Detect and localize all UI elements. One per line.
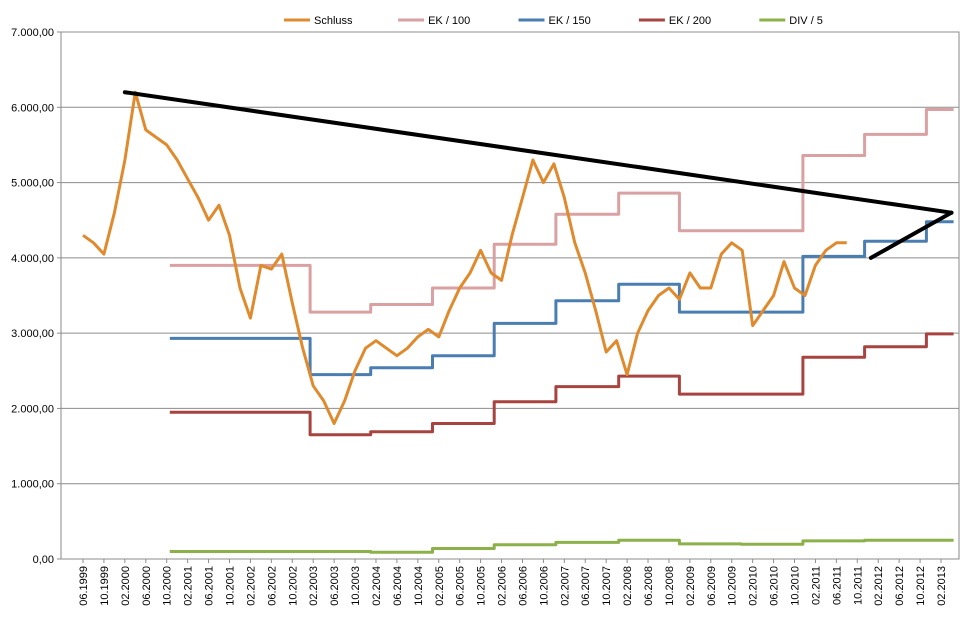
- series-line-ek-200: [169, 332, 954, 437]
- series-line-ek-150: [169, 220, 954, 377]
- x-tick-label: 10.2001: [224, 566, 236, 606]
- x-tick-label: 10.1999: [99, 566, 111, 606]
- x-tick-label: 10.2006: [538, 566, 550, 606]
- x-tick-label: 02.2013: [936, 566, 948, 606]
- y-tick-label: 3.000,00: [11, 328, 54, 340]
- x-tick-label: 10.2012: [915, 566, 927, 606]
- x-tick-label: 06.2006: [517, 566, 529, 606]
- x-tick-label: 02.2011: [810, 566, 822, 605]
- x-tick-label: 02.2010: [748, 566, 760, 606]
- legend-label: EK / 200: [669, 15, 711, 27]
- x-tick-label: 02.2007: [559, 566, 571, 606]
- x-tick-label: 06.2012: [894, 566, 906, 606]
- x-tick-label: 02.2000: [120, 566, 132, 606]
- x-tick-label: 06.2003: [329, 566, 341, 606]
- series-group: [82, 90, 954, 554]
- x-tick-label: 02.2003: [308, 566, 320, 606]
- trendline: [122, 90, 954, 215]
- y-tick-label: 0,00: [33, 554, 54, 566]
- y-tick-label: 4.000,00: [11, 253, 54, 265]
- x-tick-label: 06.2004: [392, 566, 404, 606]
- y-tick-label: 7.000,00: [11, 27, 54, 39]
- x-tick-label: 02.2008: [622, 566, 634, 606]
- legend-label: EK / 150: [549, 15, 591, 27]
- x-tick-label: 02.2012: [873, 566, 885, 606]
- y-tick-label: 6.000,00: [11, 102, 54, 114]
- legend-label: DIV / 5: [789, 15, 823, 27]
- legend: Schluss EK / 100 EK / 150 EK / 200 DIV / 5: [284, 15, 823, 27]
- x-tick-label: 06.2007: [580, 566, 592, 606]
- x-tick-label: 02.2005: [434, 566, 446, 606]
- x-tick-label: 02.2009: [685, 566, 697, 606]
- trendlines: [122, 90, 954, 260]
- legend-label: Schluss: [314, 15, 353, 27]
- x-tick-label: 10.2002: [287, 566, 299, 606]
- x-tick-label: 06.2000: [141, 566, 153, 606]
- trendline: [868, 210, 954, 260]
- x-tick-label: 06.2009: [706, 566, 718, 606]
- x-tick-label: 10.2003: [350, 566, 362, 606]
- y-tick-label: 1.000,00: [11, 479, 54, 491]
- x-tick-label: 10.2008: [664, 566, 676, 606]
- series-line-ek-100: [169, 108, 954, 314]
- x-tick-label: 10.2011: [852, 566, 864, 605]
- x-tick-label: 06.2010: [769, 566, 781, 606]
- series-line-schluss: [82, 90, 847, 425]
- y-tick-label: 2.000,00: [11, 403, 54, 415]
- gridlines: [61, 31, 959, 560]
- x-tick-label: 06.2008: [643, 566, 655, 606]
- x-tick-label: 02.2002: [245, 566, 257, 606]
- x-tick-label: 02.2001: [183, 566, 195, 606]
- x-tick-label: 02.2004: [371, 566, 383, 606]
- legend-label: EK / 100: [428, 15, 470, 27]
- plot-area: [60, 31, 960, 560]
- x-tick-label: 10.2000: [162, 566, 174, 606]
- x-tick-label: 10.2009: [727, 566, 739, 606]
- x-tick-label: 06.2011: [831, 566, 843, 605]
- x-tick-label: 06.2005: [455, 566, 467, 606]
- x-tick-label: 06.2001: [204, 566, 216, 606]
- x-tick-label: 10.2005: [476, 566, 488, 606]
- x-axis: 06.1999 10.1999 02.2000 06.2000 10.2000 02.20…: [78, 559, 948, 606]
- x-tick-label: 10.2010: [790, 566, 802, 606]
- y-axis: 0,00 1.000,00 2.000,00 3.000,00 4.000,00 5.00…: [11, 27, 61, 566]
- y-tick-label: 5.000,00: [11, 178, 54, 190]
- x-tick-label: 10.2007: [601, 566, 613, 606]
- series-line-div-5: [169, 538, 954, 554]
- x-tick-label: 02.2006: [497, 566, 509, 606]
- x-tick-label: 06.2002: [266, 566, 278, 606]
- x-tick-label: 10.2004: [413, 566, 425, 606]
- x-tick-label: 06.1999: [78, 566, 90, 606]
